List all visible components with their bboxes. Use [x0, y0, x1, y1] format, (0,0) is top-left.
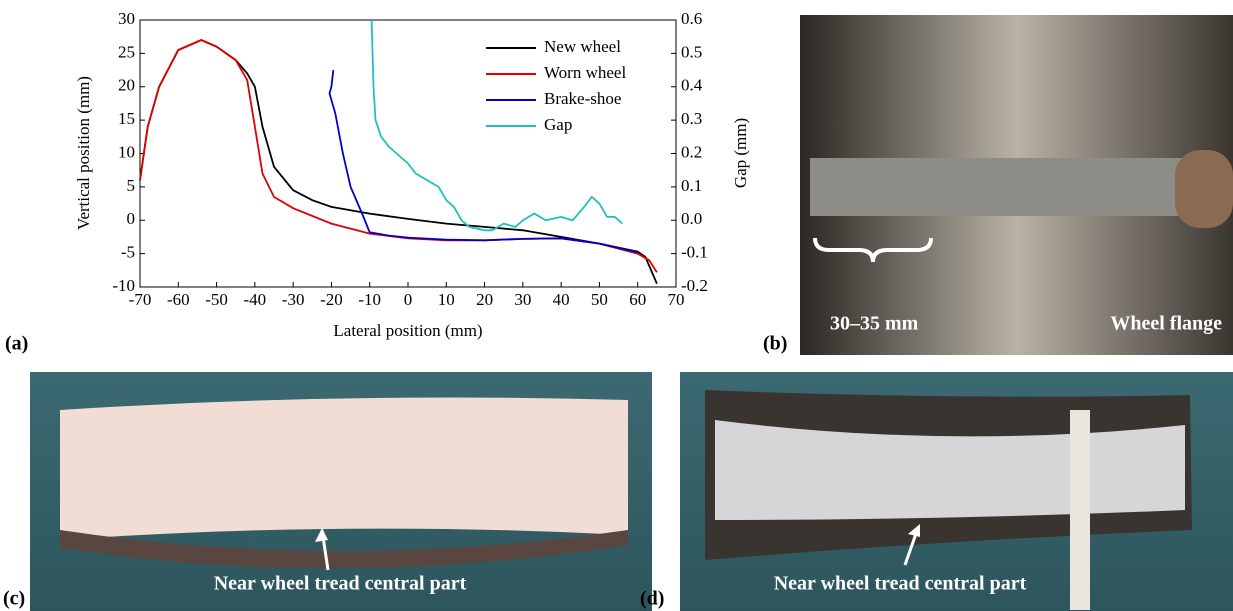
- x-tick-label: 40: [553, 290, 570, 309]
- x-tick-label: 20: [476, 290, 493, 309]
- legend-label: New wheel: [544, 37, 621, 56]
- y2-tick-label: 0.4: [681, 76, 703, 95]
- x-tick-label: 60: [629, 290, 646, 309]
- x-tick-label: -50: [205, 290, 228, 309]
- series-line: [328, 69, 638, 254]
- y2-tick-label: 0.5: [681, 42, 702, 61]
- y2-tick-label: 0.1: [681, 176, 702, 195]
- y-tick-label: 25: [118, 42, 135, 61]
- annotation: Near wheel tread central part: [214, 573, 467, 595]
- y-tick-label: 5: [127, 176, 136, 195]
- finger: [1175, 150, 1233, 228]
- y-tick-label: 15: [118, 109, 135, 128]
- x-tick-label: -30: [282, 290, 305, 309]
- worn-surface: [715, 420, 1185, 520]
- x-tick-label: -70: [129, 290, 152, 309]
- y2-tick-label: 0.6: [681, 9, 702, 28]
- panel-label: (d): [640, 588, 664, 610]
- y-tick-label: -10: [112, 276, 135, 295]
- x-tick-label: -40: [244, 290, 267, 309]
- y-tick-label: 10: [118, 142, 135, 161]
- y-tick-label: 30: [118, 9, 135, 28]
- y-tick-label: 0: [127, 209, 136, 228]
- y2-tick-label: -0.2: [681, 276, 708, 295]
- block: [60, 397, 628, 540]
- brace: [813, 237, 933, 263]
- y2-tick-label: -0.1: [681, 243, 708, 262]
- annotation: Near wheel tread central part: [774, 573, 1027, 595]
- ruler: [1070, 410, 1090, 610]
- x-tick-label: -20: [320, 290, 343, 309]
- y-tick-label: -5: [121, 243, 135, 262]
- legend-label: Worn wheel: [544, 63, 626, 82]
- legend-label: Brake-shoe: [544, 89, 621, 108]
- plot-frame: [139, 19, 677, 288]
- panel-label: (c): [3, 588, 25, 610]
- panel-label: (a): [5, 333, 28, 355]
- x-tick-label: 70: [668, 290, 685, 309]
- x-tick-label: 30: [514, 290, 531, 309]
- tread: [60, 530, 628, 569]
- x-axis-label: Lateral position (mm): [333, 321, 482, 340]
- annotation: Wheel flange: [1110, 313, 1222, 335]
- x-tick-label: -10: [358, 290, 381, 309]
- x-tick-label: 0: [404, 290, 413, 309]
- legend-label: Gap: [544, 115, 572, 134]
- annotation: 30–35 mm: [830, 313, 919, 335]
- y2-tick-label: 0.3: [681, 109, 702, 128]
- arrowhead: [908, 524, 920, 537]
- x-tick-label: -60: [167, 290, 190, 309]
- x-tick-label: 10: [438, 290, 455, 309]
- y2-axis-label: Gap (mm): [731, 118, 750, 188]
- y-tick-label: 20: [118, 76, 135, 95]
- y2-tick-label: 0.2: [681, 142, 702, 161]
- series-line: [370, 19, 623, 232]
- arrowhead: [315, 528, 328, 542]
- tape: [810, 158, 1210, 216]
- y2-tick-label: 0.0: [681, 209, 702, 228]
- panel-label: (b): [763, 333, 787, 355]
- x-tick-label: 50: [591, 290, 608, 309]
- y-axis-label: Vertical position (mm): [74, 76, 93, 230]
